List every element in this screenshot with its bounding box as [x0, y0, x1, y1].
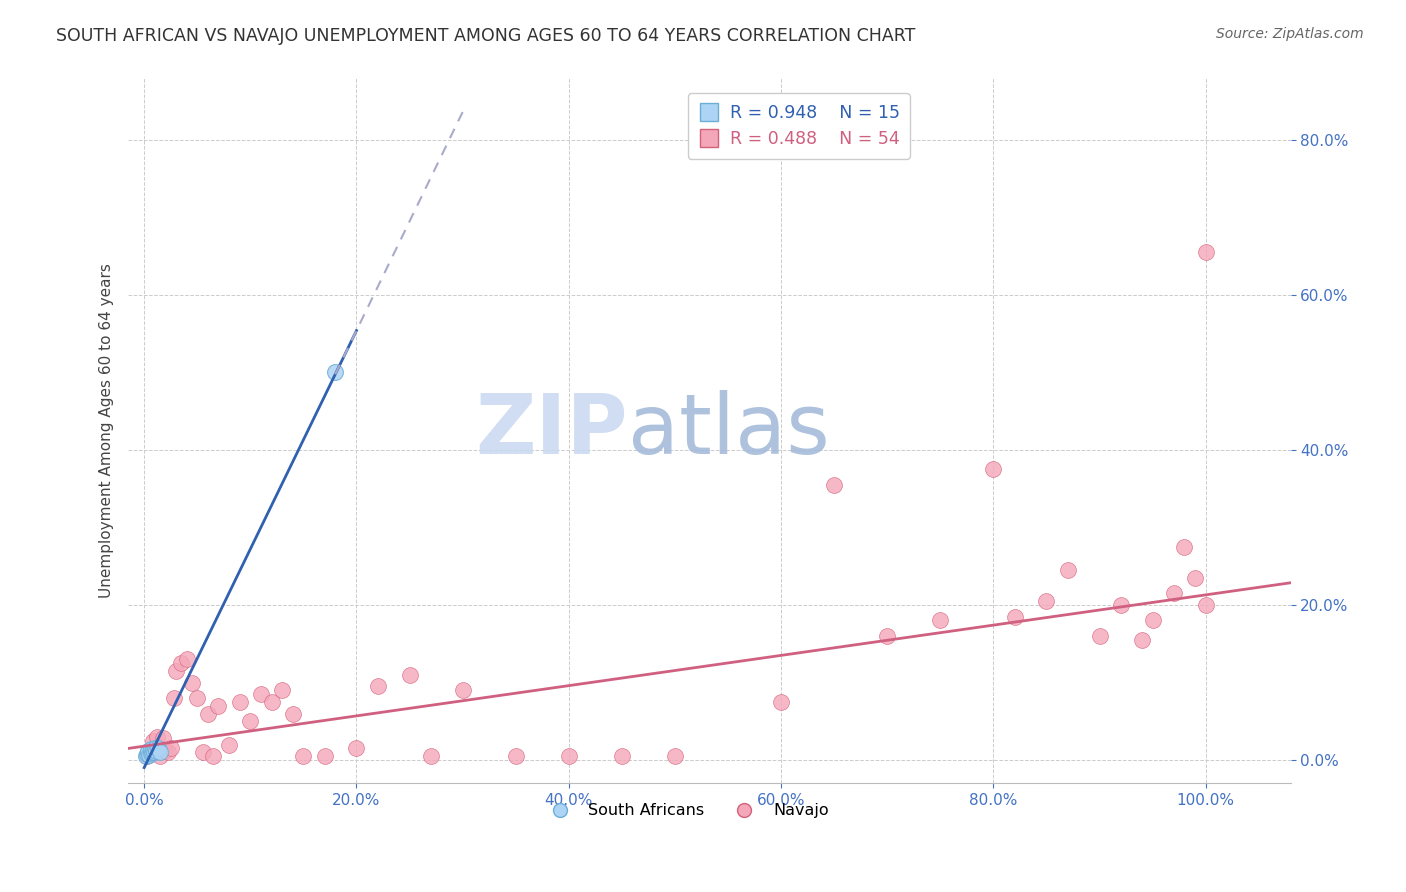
Point [419, 749, 441, 764]
Point [142, 733, 165, 747]
Point [1109, 598, 1132, 612]
Point [146, 740, 169, 755]
Point [1004, 609, 1026, 624]
Text: ZIP: ZIP [475, 390, 628, 471]
Point [983, 462, 1005, 476]
Point [1088, 629, 1111, 643]
Point [218, 738, 240, 752]
Point [929, 614, 952, 628]
Point [323, 365, 346, 379]
Point [142, 743, 165, 757]
Point [1130, 632, 1153, 647]
Point [191, 745, 214, 759]
Point [186, 691, 208, 706]
Point [664, 749, 686, 764]
Point [181, 675, 204, 690]
Point [1195, 244, 1218, 259]
Point [138, 747, 160, 762]
Point [250, 687, 273, 701]
Point [260, 695, 283, 709]
Point [176, 652, 198, 666]
Point [145, 744, 167, 758]
Point [142, 745, 165, 759]
Point [1195, 598, 1218, 612]
Point [1173, 540, 1195, 554]
Point [398, 667, 420, 681]
Point [170, 656, 193, 670]
Point [770, 695, 793, 709]
Point [197, 706, 219, 721]
Point [876, 629, 898, 643]
Point [149, 745, 172, 759]
Point [281, 706, 304, 721]
Y-axis label: Unemployment Among Ages 60 to 64 years: Unemployment Among Ages 60 to 64 years [100, 263, 114, 598]
Point [155, 744, 177, 758]
Point [149, 749, 172, 764]
Point [139, 746, 162, 760]
Point [505, 749, 527, 764]
Point [139, 742, 162, 756]
Point [228, 695, 250, 709]
Point [146, 730, 169, 744]
Point [367, 680, 389, 694]
Point [138, 744, 160, 758]
Text: atlas: atlas [628, 390, 830, 471]
Point [558, 749, 581, 764]
Point [1142, 614, 1164, 628]
Point [163, 691, 186, 706]
Point [1056, 563, 1078, 577]
Point [143, 745, 166, 759]
Point [165, 664, 187, 678]
Point [135, 749, 157, 764]
Point [314, 749, 336, 764]
Point [156, 745, 179, 759]
Point [1163, 586, 1185, 600]
Point [823, 477, 845, 491]
Point [207, 698, 229, 713]
Point [141, 745, 163, 759]
Point [1184, 571, 1206, 585]
Point [138, 745, 160, 759]
Point [136, 749, 159, 764]
Point [143, 741, 166, 756]
Text: SOUTH AFRICAN VS NAVAJO UNEMPLOYMENT AMONG AGES 60 TO 64 YEARS CORRELATION CHART: SOUTH AFRICAN VS NAVAJO UNEMPLOYMENT AMO… [56, 27, 915, 45]
Point [152, 731, 174, 746]
Point [292, 749, 315, 764]
Point [159, 741, 181, 756]
Legend: South Africans, Navajo: South Africans, Navajo [537, 797, 835, 825]
Point [346, 741, 368, 756]
Point [202, 749, 225, 764]
Point [271, 683, 294, 698]
Point [136, 747, 159, 761]
Point [451, 683, 474, 698]
Point [239, 714, 262, 729]
Point [1035, 594, 1057, 608]
Point [610, 749, 633, 764]
Text: Source: ZipAtlas.com: Source: ZipAtlas.com [1216, 27, 1364, 41]
